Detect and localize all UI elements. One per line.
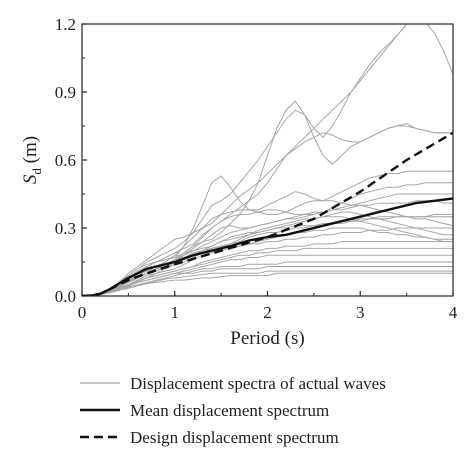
y-axis-title-unit: (m) — [20, 136, 41, 168]
legend-label-design: Design displacement spectrum — [130, 428, 339, 447]
actual-wave-line-10 — [82, 216, 453, 296]
actual-wave-line-16 — [82, 261, 453, 296]
y-tick-label: 1.2 — [55, 15, 76, 34]
x-tick-label: 1 — [171, 303, 180, 322]
x-tick-label: 0 — [78, 303, 87, 322]
mean-design-series-group — [82, 131, 453, 296]
y-tick-label: 0.3 — [55, 219, 76, 238]
design-spectrum-line — [82, 131, 453, 296]
y-tick-label: 0.9 — [55, 83, 76, 102]
y-axis-title: Sd (m) — [20, 136, 44, 184]
legend-label-mean: Mean displacement spectrum — [130, 401, 329, 420]
actual-wave-line-7 — [82, 200, 453, 296]
actual-waves-series-group — [82, 24, 453, 296]
x-tick-label: 3 — [356, 303, 365, 322]
y-axis-title-main: S — [20, 174, 41, 184]
x-axis-title: Period (s) — [230, 328, 304, 349]
actual-wave-line-12 — [82, 227, 453, 296]
mean-spectrum-line — [82, 197, 453, 296]
actual-wave-line-22 — [82, 272, 453, 296]
actual-wave-line-3 — [82, 125, 453, 296]
actual-wave-line-19 — [82, 193, 453, 296]
y-tick-label: 0.0 — [55, 287, 76, 306]
x-tick-label: 4 — [449, 303, 458, 322]
actual-wave-line-17 — [82, 266, 453, 296]
actual-wave-line-2 — [82, 24, 453, 296]
legend: Displacement spectra of actual waves Mea… — [80, 374, 386, 447]
actual-wave-line-4 — [82, 100, 453, 296]
x-tick-label: 2 — [263, 303, 272, 322]
y-tick-label: 0.6 — [55, 151, 76, 170]
actual-wave-line-21 — [82, 247, 453, 296]
axis-ticks: 0 1 2 3 4 0.0 0.3 0.6 0.9 1.2 — [55, 15, 458, 322]
legend-label-actual-waves: Displacement spectra of actual waves — [130, 374, 386, 393]
actual-wave-line-5 — [82, 170, 453, 296]
y-axis-title-subscript: d — [29, 168, 44, 175]
actual-wave-line-9 — [82, 211, 453, 296]
actual-wave-line-1 — [82, 24, 453, 296]
actual-wave-line-20 — [82, 216, 453, 296]
